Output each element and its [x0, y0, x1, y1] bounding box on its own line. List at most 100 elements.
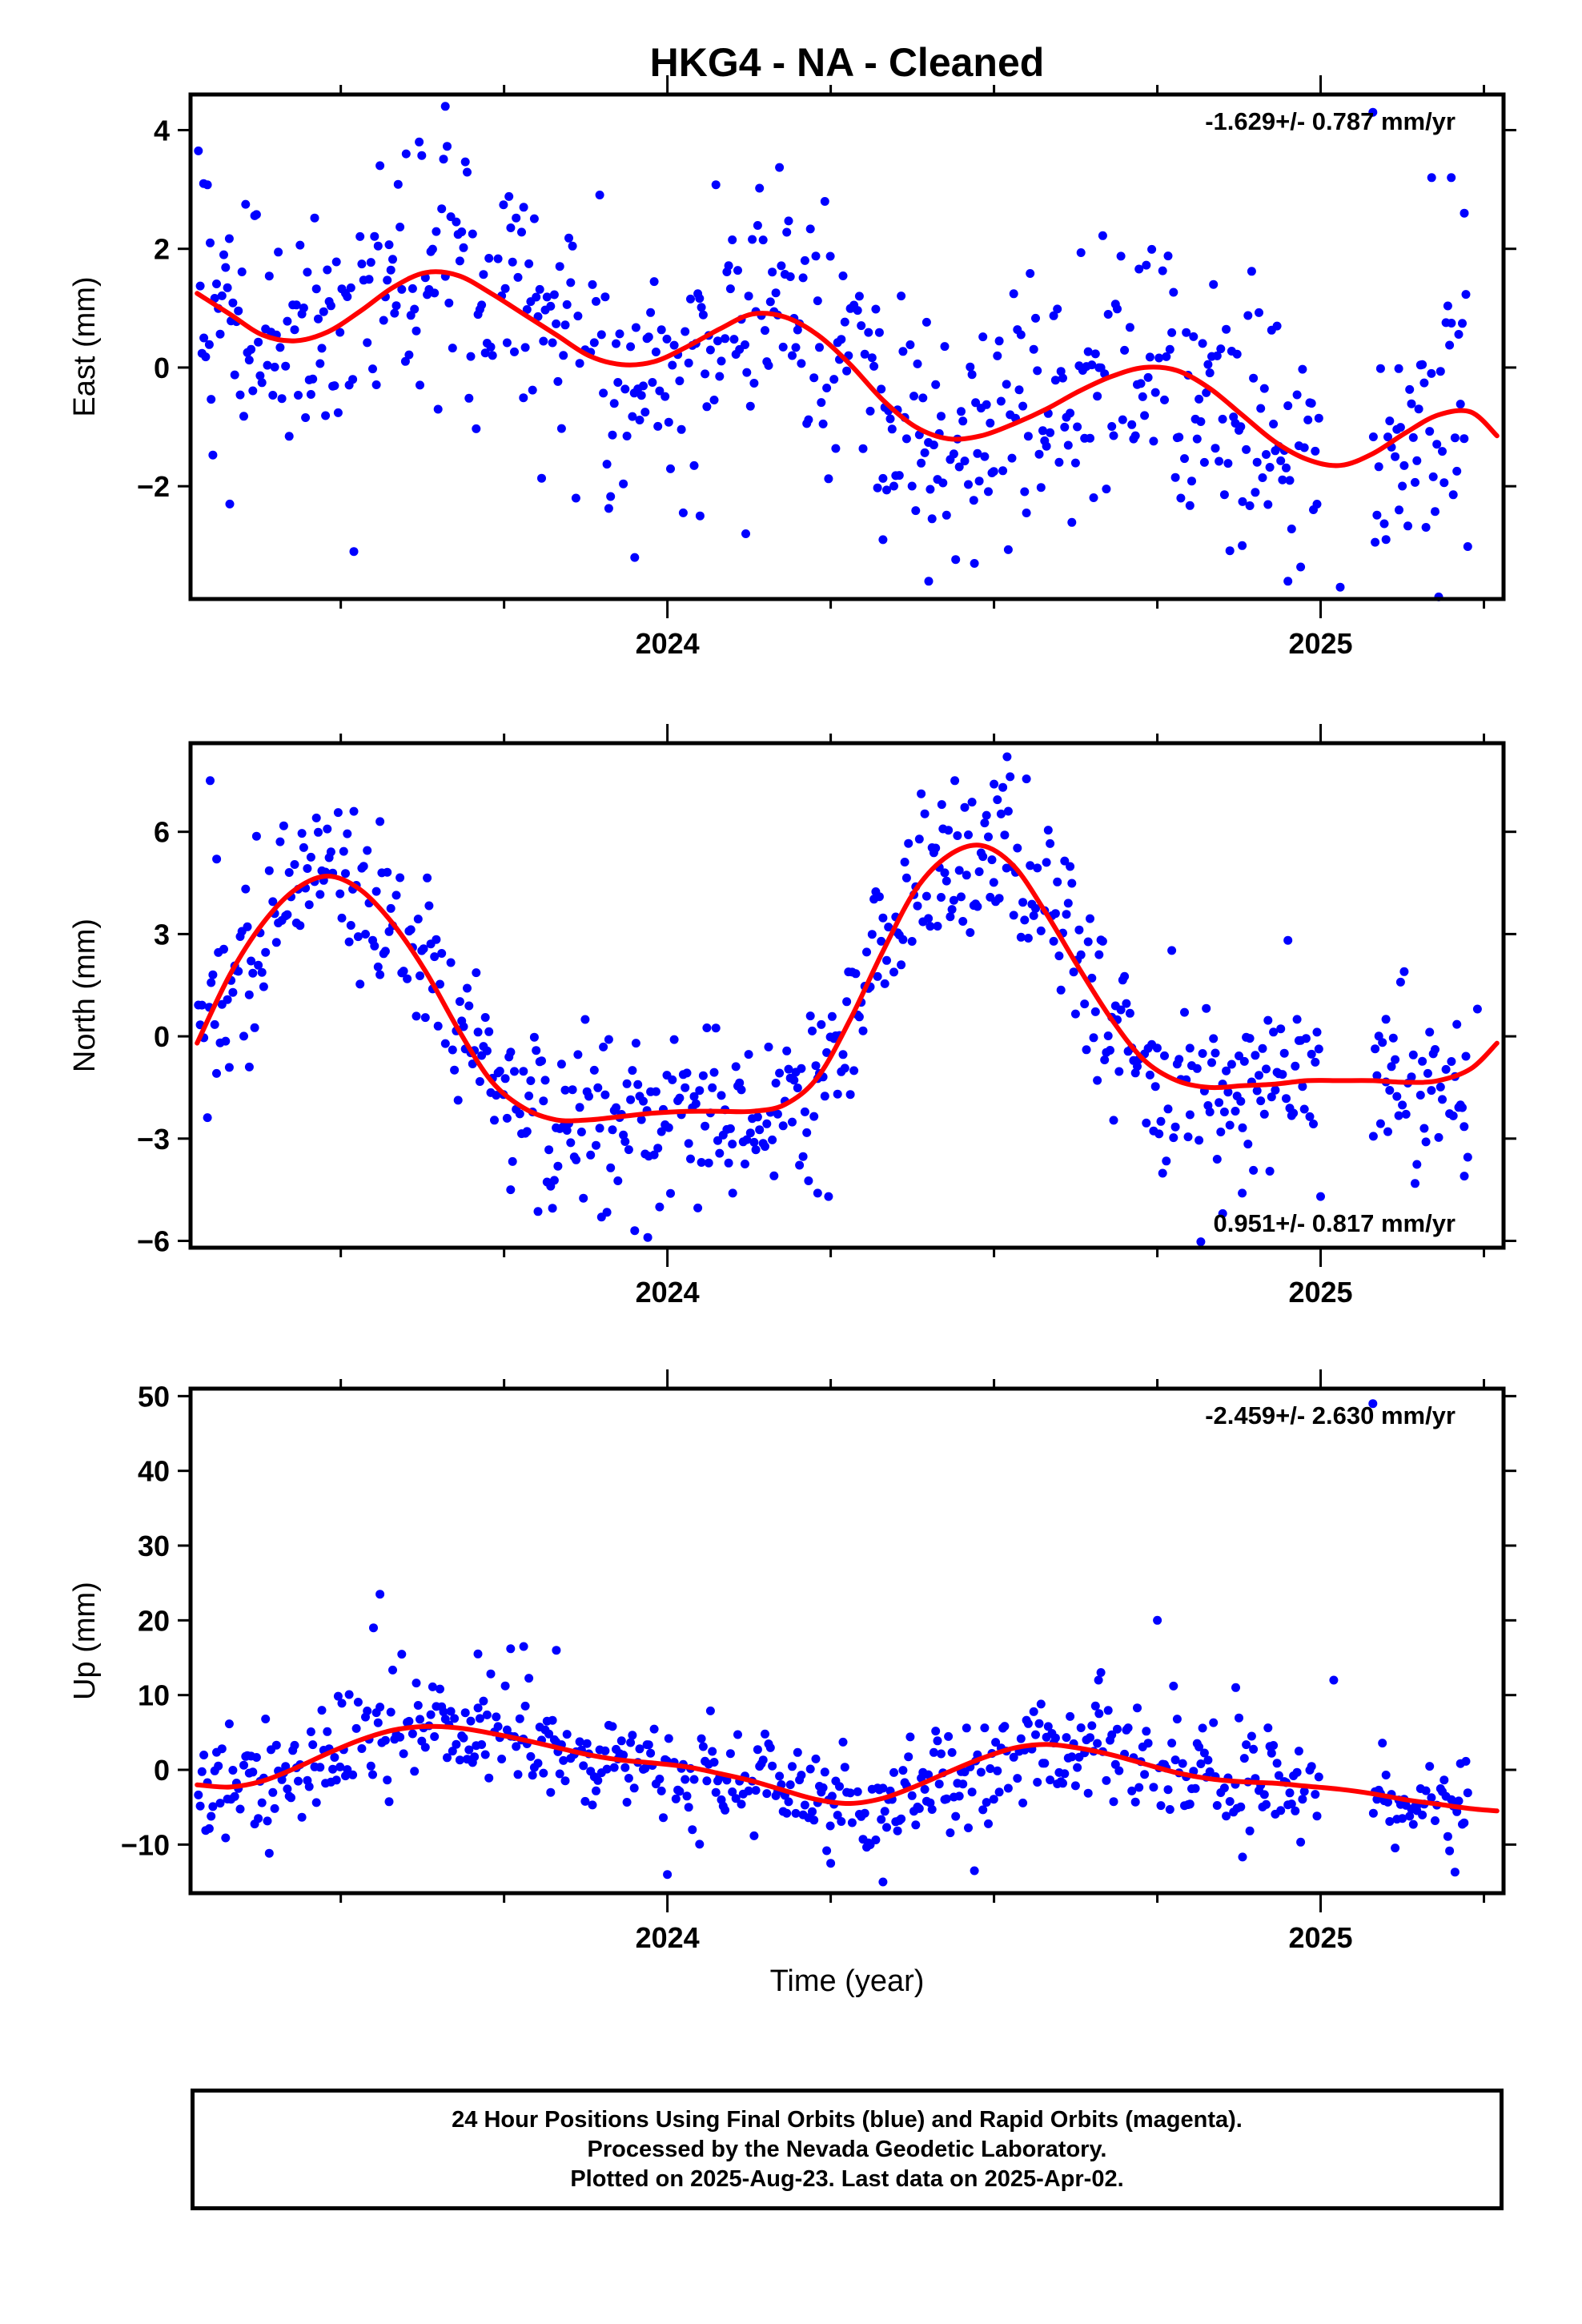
- data-point: [1381, 1771, 1391, 1779]
- data-point: [237, 267, 247, 276]
- data-point: [560, 320, 570, 330]
- data-point: [1427, 173, 1436, 183]
- data-point: [651, 1087, 661, 1096]
- data-point: [416, 1715, 424, 1724]
- data-point: [1375, 1119, 1385, 1128]
- data-point: [782, 1808, 792, 1818]
- data-point: [662, 334, 672, 344]
- data-point: [954, 462, 964, 472]
- data-point: [805, 1011, 815, 1021]
- data-point: [942, 876, 951, 886]
- data-point: [695, 1839, 705, 1849]
- data-point: [357, 1744, 367, 1753]
- data-point: [668, 1075, 677, 1084]
- data-point: [341, 869, 350, 879]
- data-point: [1222, 1066, 1231, 1076]
- data-point: [853, 1787, 862, 1796]
- data-point: [1421, 523, 1431, 532]
- data-point: [297, 829, 307, 838]
- data-point: [513, 272, 523, 282]
- data-point: [540, 1076, 550, 1085]
- data-point: [873, 971, 882, 981]
- data-point: [811, 251, 821, 261]
- data-point: [1231, 1107, 1240, 1116]
- data-point: [199, 179, 208, 188]
- data-point: [344, 937, 354, 947]
- data-point: [1219, 1108, 1229, 1116]
- data-point: [1394, 364, 1403, 373]
- data-point: [1133, 1703, 1142, 1713]
- data-point: [989, 878, 998, 887]
- data-point: [1472, 1004, 1482, 1014]
- data-point: [1049, 936, 1058, 946]
- data-point: [194, 1790, 203, 1799]
- data-point: [1383, 1797, 1392, 1807]
- data-point: [659, 1813, 668, 1823]
- data-point: [475, 1077, 484, 1086]
- data-point: [1438, 447, 1447, 456]
- data-point: [1263, 500, 1273, 509]
- data-point: [1255, 308, 1263, 317]
- data-point: [552, 1646, 561, 1655]
- data-point: [1152, 1043, 1162, 1053]
- data-point: [1083, 937, 1093, 947]
- y-tick-label: 50: [138, 1380, 170, 1413]
- data-point: [1062, 1733, 1071, 1743]
- data-point: [1431, 1816, 1439, 1825]
- data-point: [733, 266, 742, 275]
- data-point: [934, 1779, 944, 1789]
- data-point: [921, 891, 931, 901]
- data-point: [519, 393, 528, 403]
- data-point: [331, 1775, 341, 1785]
- data-point: [646, 308, 656, 317]
- data-point: [894, 471, 904, 480]
- data-point: [215, 1799, 225, 1808]
- data-point: [1134, 1783, 1144, 1792]
- data-point: [1262, 450, 1271, 459]
- data-point: [1371, 537, 1380, 547]
- data-point: [1195, 394, 1204, 404]
- data-point: [951, 1811, 961, 1821]
- data-point: [728, 1188, 737, 1198]
- data-point: [825, 251, 835, 261]
- data-point: [326, 301, 335, 311]
- y-tick-label: −10: [121, 1828, 170, 1861]
- up-points: [194, 1399, 1472, 1887]
- data-point: [649, 277, 659, 287]
- data-point: [1053, 877, 1062, 887]
- data-point: [1058, 1779, 1067, 1788]
- data-point: [1167, 1739, 1177, 1748]
- data-point: [721, 1805, 730, 1815]
- data-point: [635, 1744, 644, 1754]
- data-point: [643, 1232, 652, 1242]
- data-point: [926, 485, 935, 494]
- data-point: [1239, 1056, 1249, 1066]
- x-tick-label: 2025: [1288, 1921, 1352, 1954]
- data-point: [1031, 313, 1040, 323]
- data-point: [1022, 509, 1031, 517]
- data-point: [244, 356, 254, 365]
- data-point: [924, 577, 934, 586]
- data-point: [860, 349, 869, 359]
- data-point: [592, 1140, 600, 1150]
- data-point: [1185, 1043, 1195, 1053]
- data-point: [820, 1767, 829, 1777]
- data-point: [764, 1042, 773, 1051]
- data-point: [1002, 380, 1011, 389]
- data-point: [443, 142, 452, 151]
- data-point: [782, 1046, 792, 1055]
- data-point: [708, 1083, 717, 1092]
- data-point: [234, 306, 243, 316]
- data-point: [371, 887, 381, 896]
- data-point: [663, 1870, 673, 1880]
- data-point: [656, 1127, 666, 1136]
- data-point: [1133, 1062, 1142, 1072]
- data-point: [549, 290, 559, 300]
- data-point: [403, 974, 412, 983]
- data-point: [1046, 428, 1055, 437]
- data-point: [681, 1775, 690, 1784]
- data-point: [1269, 420, 1279, 428]
- y-tick-label: 0: [154, 1754, 170, 1787]
- data-point: [480, 1750, 490, 1759]
- data-point: [208, 970, 218, 979]
